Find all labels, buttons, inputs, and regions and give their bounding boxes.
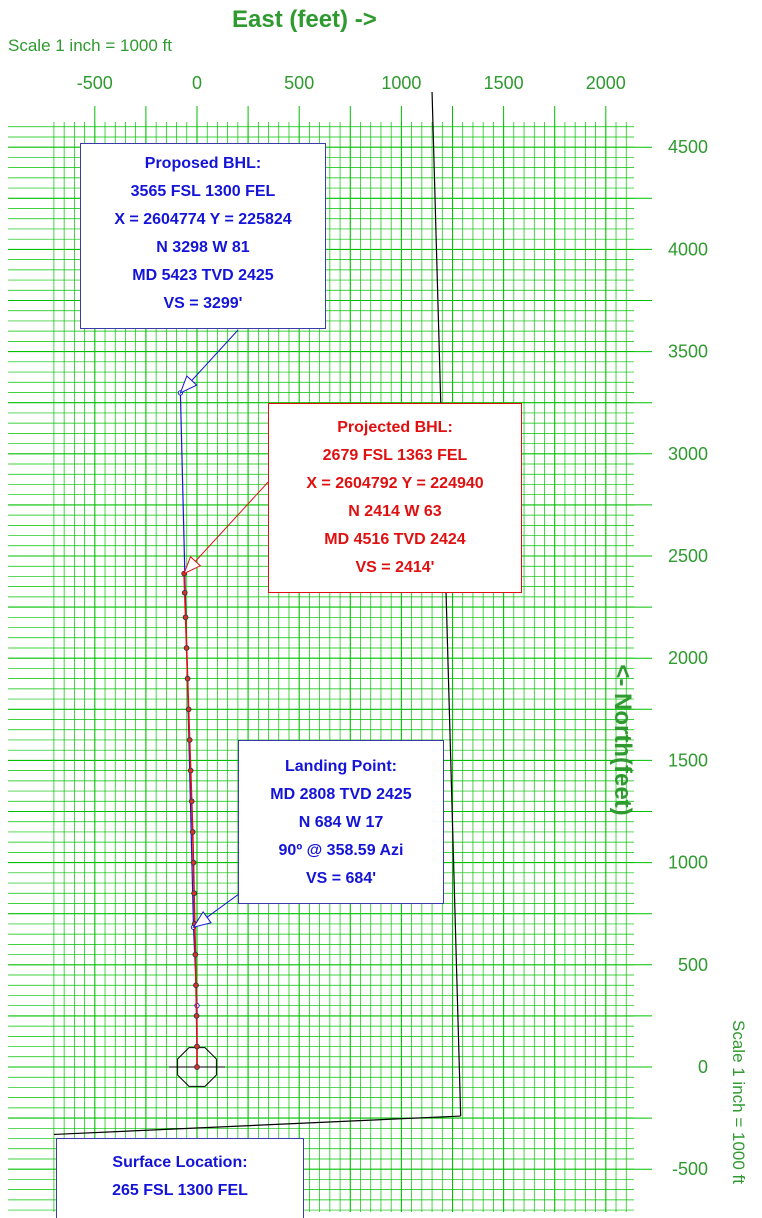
series-actual-point	[184, 646, 189, 651]
y-tick-label: 500	[678, 955, 708, 975]
projected-bhl-callout: Projected BHL: 2679 FSL 1363 FEL X = 260…	[268, 403, 522, 593]
series-actual-point	[188, 768, 193, 773]
surface-line-2: 265 FSL 1300 FEL	[57, 1177, 303, 1205]
landing-point-callout: Landing Point: MD 2808 TVD 2425 N 684 W …	[238, 740, 444, 904]
y-tick-label: 2500	[668, 546, 708, 566]
scale-note-side: Scale 1 inch = 1000 ft	[728, 1020, 748, 1184]
proposed-line-4: N 3298 W 81	[81, 234, 325, 262]
proposed-line-2: 3565 FSL 1300 FEL	[81, 178, 325, 206]
y-tick-label: 0	[698, 1057, 708, 1077]
landing-line-1: Landing Point:	[239, 753, 443, 781]
series-actual-point	[190, 830, 195, 835]
projected-line-1: Projected BHL:	[269, 414, 521, 442]
x-axis-title: East (feet) ->	[232, 6, 377, 34]
landing-line-2: MD 2808 TVD 2425	[239, 781, 443, 809]
projected-line-4: N 2414 W 63	[269, 498, 521, 526]
y-tick-label: 4000	[668, 239, 708, 259]
x-tick-label: 0	[192, 73, 202, 93]
series-actual-point	[186, 707, 191, 712]
landing-line-3: N 684 W 17	[239, 809, 443, 837]
scale-note-top: Scale 1 inch = 1000 ft	[8, 36, 172, 56]
lease-line	[432, 92, 461, 1116]
y-tick-label: 4500	[668, 137, 708, 157]
x-tick-label: -500	[77, 73, 113, 93]
series-actual-point	[192, 891, 197, 896]
proposed-line-6: VS = 3299'	[81, 290, 325, 318]
landing-line-4: 90º @ 358.59 Azi	[239, 837, 443, 865]
series-actual-point	[194, 1014, 199, 1019]
series-actual-point	[185, 676, 190, 681]
x-tick-label: 1000	[381, 73, 421, 93]
y-tick-label: 1000	[668, 853, 708, 873]
series-actual-point	[195, 1065, 200, 1070]
series-actual-point	[189, 799, 194, 804]
y-tick-label: -500	[672, 1159, 708, 1179]
series-actual-point	[187, 738, 192, 743]
y-tick-label: 2000	[668, 648, 708, 668]
series-actual-point	[193, 952, 198, 957]
series-actual-point	[191, 860, 196, 865]
x-tick-label: 2000	[586, 73, 626, 93]
y-tick-label: 3000	[668, 444, 708, 464]
projected-line-3: X = 2604792 Y = 224940	[269, 470, 521, 498]
landing-line-5: VS = 684'	[239, 865, 443, 893]
proposed-line-3: X = 2604774 Y = 225824	[81, 206, 325, 234]
y-tick-label: 1500	[668, 750, 708, 770]
series-actual-point	[182, 590, 187, 595]
series-actual-point	[183, 615, 188, 620]
proposed-line-1: Proposed BHL:	[81, 150, 325, 178]
projected-line-6: VS = 2414'	[269, 554, 521, 582]
surface-line-1: Surface Location:	[57, 1149, 303, 1177]
y-tick-label: 3500	[668, 342, 708, 362]
y-axis-title: <- North(feet)	[608, 640, 636, 840]
x-tick-label: 500	[284, 73, 314, 93]
projected-line-2: 2679 FSL 1363 FEL	[269, 442, 521, 470]
surface-location-callout: Surface Location: 265 FSL 1300 FEL	[56, 1138, 304, 1218]
series-actual-point	[194, 983, 199, 988]
proposed-bhl-callout: Proposed BHL: 3565 FSL 1300 FEL X = 2604…	[80, 143, 326, 329]
series-actual-point	[195, 1044, 200, 1049]
proposed-line-5: MD 5423 TVD 2425	[81, 262, 325, 290]
x-tick-label: 1500	[484, 73, 524, 93]
projected-line-5: MD 4516 TVD 2424	[269, 526, 521, 554]
